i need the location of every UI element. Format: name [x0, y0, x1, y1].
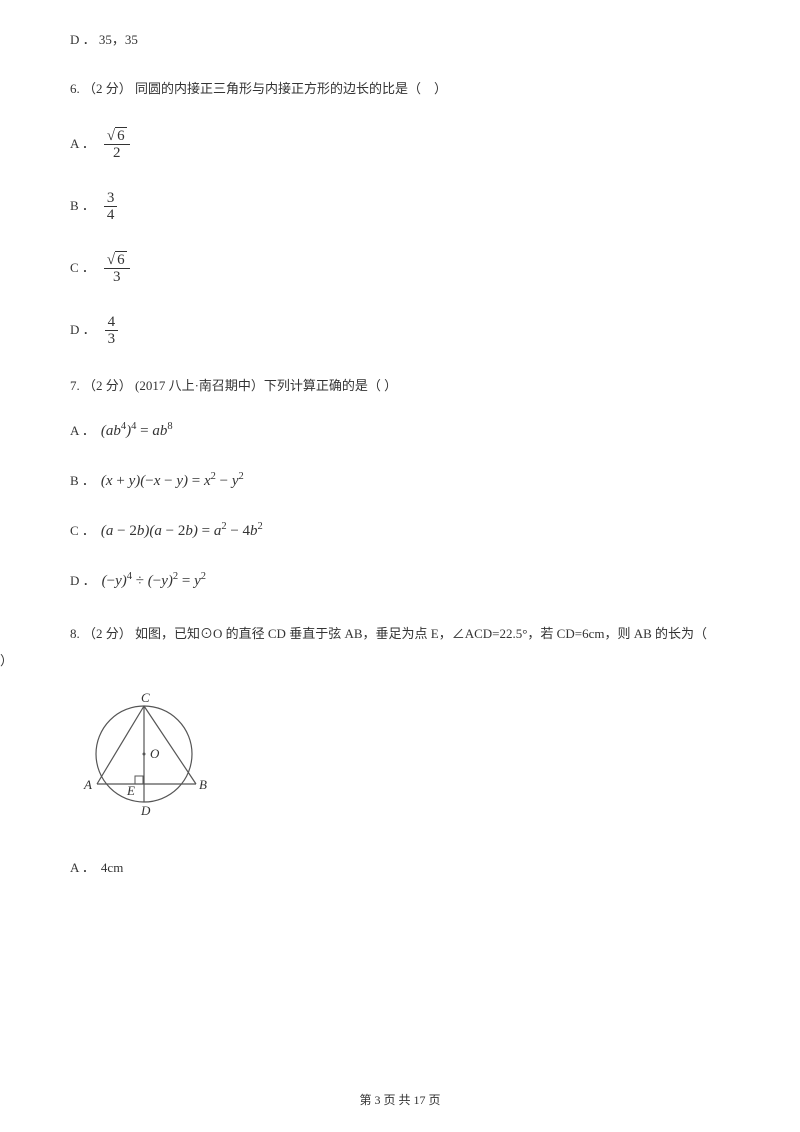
q6-stem-suffix: ）: [434, 81, 447, 96]
option-label: C ．: [70, 258, 95, 279]
fraction: 4 3: [102, 314, 122, 348]
math-expr: (a − 2b)(a − 2b) = a2 − 4b2: [101, 519, 263, 543]
page-content: D ． 35，35 6. （2 分） 同圆的内接正三角形与内接正方形的边长的比是…: [0, 0, 800, 884]
svg-text:A: A: [83, 777, 92, 792]
svg-text:O: O: [150, 746, 160, 761]
option-label: B ．: [70, 471, 95, 492]
q6-stem-prefix: 6. （2 分） 同圆的内接正三角形与内接正方形的边长的比是（: [70, 81, 421, 96]
fraction: 3 4: [101, 190, 121, 224]
q7-option-b: B ． (x + y)(−x − y) = x2 − y2: [70, 466, 730, 496]
math-expr: (x + y)(−x − y) = x2 − y2: [101, 469, 244, 493]
q6-option-d: D ． 4 3: [70, 314, 730, 348]
q7-stem: 7. （2 分） (2017 八上·南召期中）下列计算正确的是（ ）: [70, 376, 730, 397]
option-label: A ．: [70, 134, 95, 155]
page-footer: 第 3 页 共 17 页: [0, 1091, 800, 1108]
radicand: 6: [115, 127, 127, 144]
option-text: 4cm: [101, 858, 123, 879]
denominator: 3: [105, 331, 119, 348]
q6-option-c: C ． 6 3: [70, 252, 730, 286]
q7-option-c: C ． (a − 2b)(a − 2b) = a2 − 4b2: [70, 516, 730, 546]
option-label: A ．: [70, 858, 95, 879]
q8-figure: C O A B E D: [80, 692, 730, 829]
option-label: D ．: [70, 32, 96, 47]
q8-stem-line2: ）: [0, 651, 730, 672]
denominator: 3: [104, 269, 130, 286]
denominator: 2: [104, 145, 130, 162]
q6-stem: 6. （2 分） 同圆的内接正三角形与内接正方形的边长的比是（ ）: [70, 79, 730, 100]
option-label: A ．: [70, 421, 95, 442]
denominator: 4: [104, 207, 118, 224]
svg-text:C: C: [141, 692, 150, 705]
option-label: B ．: [70, 196, 95, 217]
q7-option-a: A ． (ab4)4 = ab8: [70, 416, 730, 446]
q7-option-d: D ． (−y)4 ÷ (−y)2 = y2: [70, 566, 730, 596]
q5-option-d: D ． 35，35: [70, 30, 730, 51]
circle-diagram: C O A B E D: [80, 692, 220, 822]
fraction: 6 3: [101, 252, 133, 286]
math-expr: (ab4)4 = ab8: [101, 419, 173, 443]
numerator: 4: [105, 314, 119, 332]
numerator: 3: [104, 190, 118, 208]
fraction: 6 2: [101, 128, 133, 162]
q8-option-a: A ． 4cm: [70, 854, 730, 884]
radicand: 6: [115, 251, 127, 268]
q6-option-b: B ． 3 4: [70, 190, 730, 224]
math-expr: (−y)4 ÷ (−y)2 = y2: [102, 569, 206, 593]
option-label: D ．: [70, 320, 96, 341]
svg-text:E: E: [126, 783, 135, 798]
option-label: D ．: [70, 571, 96, 592]
q6-option-a: A ． 6 2: [70, 128, 730, 162]
svg-text:B: B: [199, 777, 207, 792]
option-label: C ．: [70, 521, 95, 542]
option-text: 35，35: [99, 32, 138, 47]
svg-text:D: D: [140, 803, 151, 818]
q8-stem-line1: 8. （2 分） 如图，已知⊙O 的直径 CD 垂直于弦 AB，垂足为点 E，∠…: [70, 624, 730, 645]
